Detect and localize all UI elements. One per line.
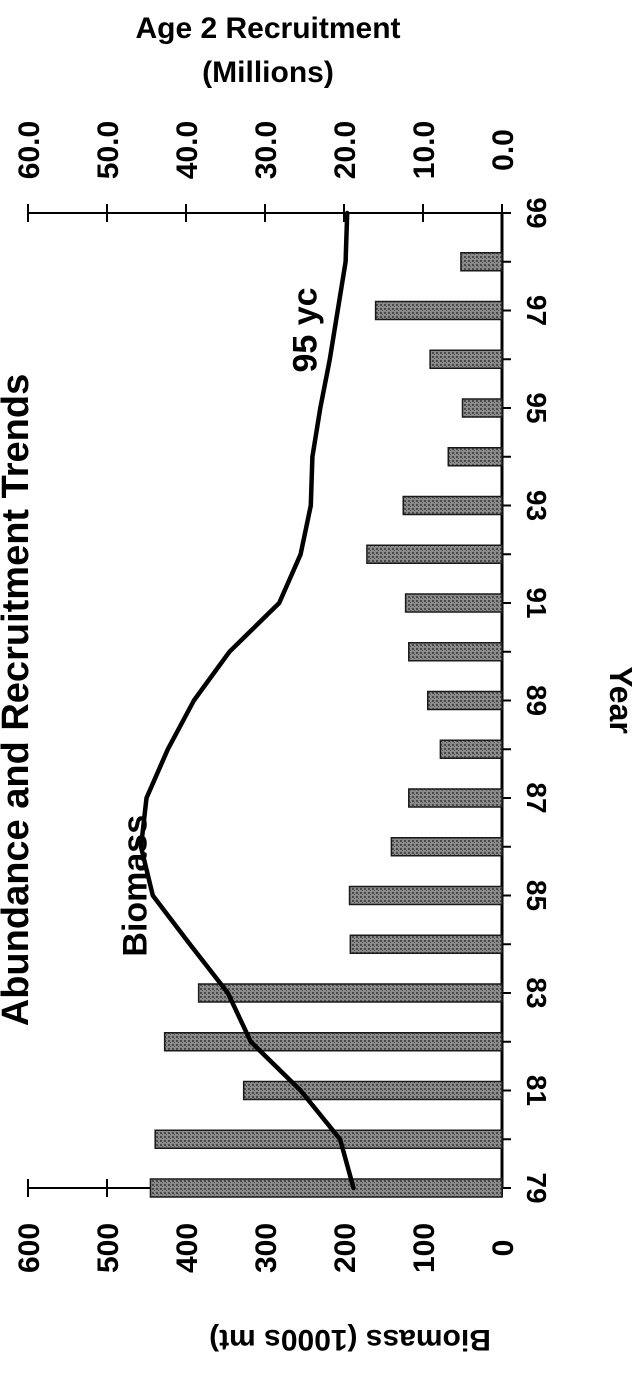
- recruitment-bar: [374, 300, 503, 321]
- x-axis-title: Year: [603, 666, 632, 734]
- recruitment-bar: [426, 690, 503, 711]
- biomass-axis-title: Biomass (1000s mt): [209, 1323, 491, 1356]
- biomass-line-group: [138, 210, 356, 1191]
- recruitment-bar: [447, 447, 503, 467]
- recruitment-bar: [366, 544, 503, 564]
- recruitment-bar: [163, 1032, 503, 1052]
- year-tick-label: 81: [521, 1075, 552, 1106]
- recruitment-bar: [408, 642, 503, 662]
- year-tick-label: 93: [521, 490, 552, 521]
- recruitment-bar: [154, 1129, 503, 1149]
- recruitment-bar: [460, 252, 503, 272]
- recruit-axis-title-line2: (Millions): [202, 56, 334, 89]
- biomass-tick-label: 200: [329, 1223, 362, 1273]
- recruit-tick-label: 30.0: [250, 121, 283, 179]
- recruitment-bar: [390, 837, 503, 857]
- year-tick-label: 91: [521, 587, 552, 618]
- recruitment-bar: [348, 885, 503, 906]
- recruitment-bar: [429, 349, 503, 369]
- recruit-tick-label: 50.0: [92, 121, 125, 179]
- biomass-tick-label: 100: [408, 1223, 441, 1273]
- recruitment-bar: [439, 739, 503, 759]
- biomass-tick-label: 300: [250, 1223, 283, 1273]
- biomass-tick-label: 500: [92, 1223, 125, 1273]
- tick-labels: 0 100 200 300 400 500 600 0.0 10.0 20.0 30.0 40.0 50…: [13, 121, 552, 1273]
- recruitment-bar: [461, 398, 503, 418]
- recruit-axis-title-line1: Age 2 Recruitment: [135, 12, 400, 45]
- recruitment-bar: [404, 593, 503, 613]
- recruitment-bar: [197, 983, 503, 1003]
- recruit-tick-label: 0.0: [487, 129, 520, 171]
- recruitment-bar: [408, 788, 503, 808]
- recruitment-bars: [149, 252, 503, 1198]
- recruit-tick-label: 10.0: [408, 121, 441, 179]
- biomass-tick-label: 0: [487, 1240, 520, 1257]
- chart-title: Abundance and Recruitment Trends: [0, 374, 37, 1026]
- biomass-tick-label: 400: [171, 1223, 204, 1273]
- recruitment-bar: [349, 934, 503, 954]
- recruitment-bar: [242, 1080, 503, 1101]
- year-tick-label: 99: [521, 197, 552, 228]
- year-tick-label: 83: [521, 977, 552, 1008]
- year-tick-label: 85: [521, 880, 552, 911]
- biomass-tick-label: 600: [13, 1223, 46, 1273]
- annotation-biomass: Biomass: [117, 815, 155, 957]
- recruit-tick-label: 60.0: [13, 121, 46, 179]
- year-tick-label: 89: [521, 685, 552, 716]
- annotation-95yc: 95 yc: [287, 287, 325, 372]
- year-tick-label: 79: [521, 1172, 552, 1203]
- year-tick-label: 87: [521, 782, 552, 813]
- year-tick-label: 97: [521, 295, 552, 326]
- biomass-line: [138, 210, 356, 1191]
- year-tick-label: 95: [521, 392, 552, 423]
- recruitment-bar: [402, 495, 503, 516]
- recruit-tick-label: 40.0: [171, 121, 204, 179]
- recruitment-bar: [149, 1178, 503, 1198]
- recruit-tick-label: 20.0: [329, 121, 362, 179]
